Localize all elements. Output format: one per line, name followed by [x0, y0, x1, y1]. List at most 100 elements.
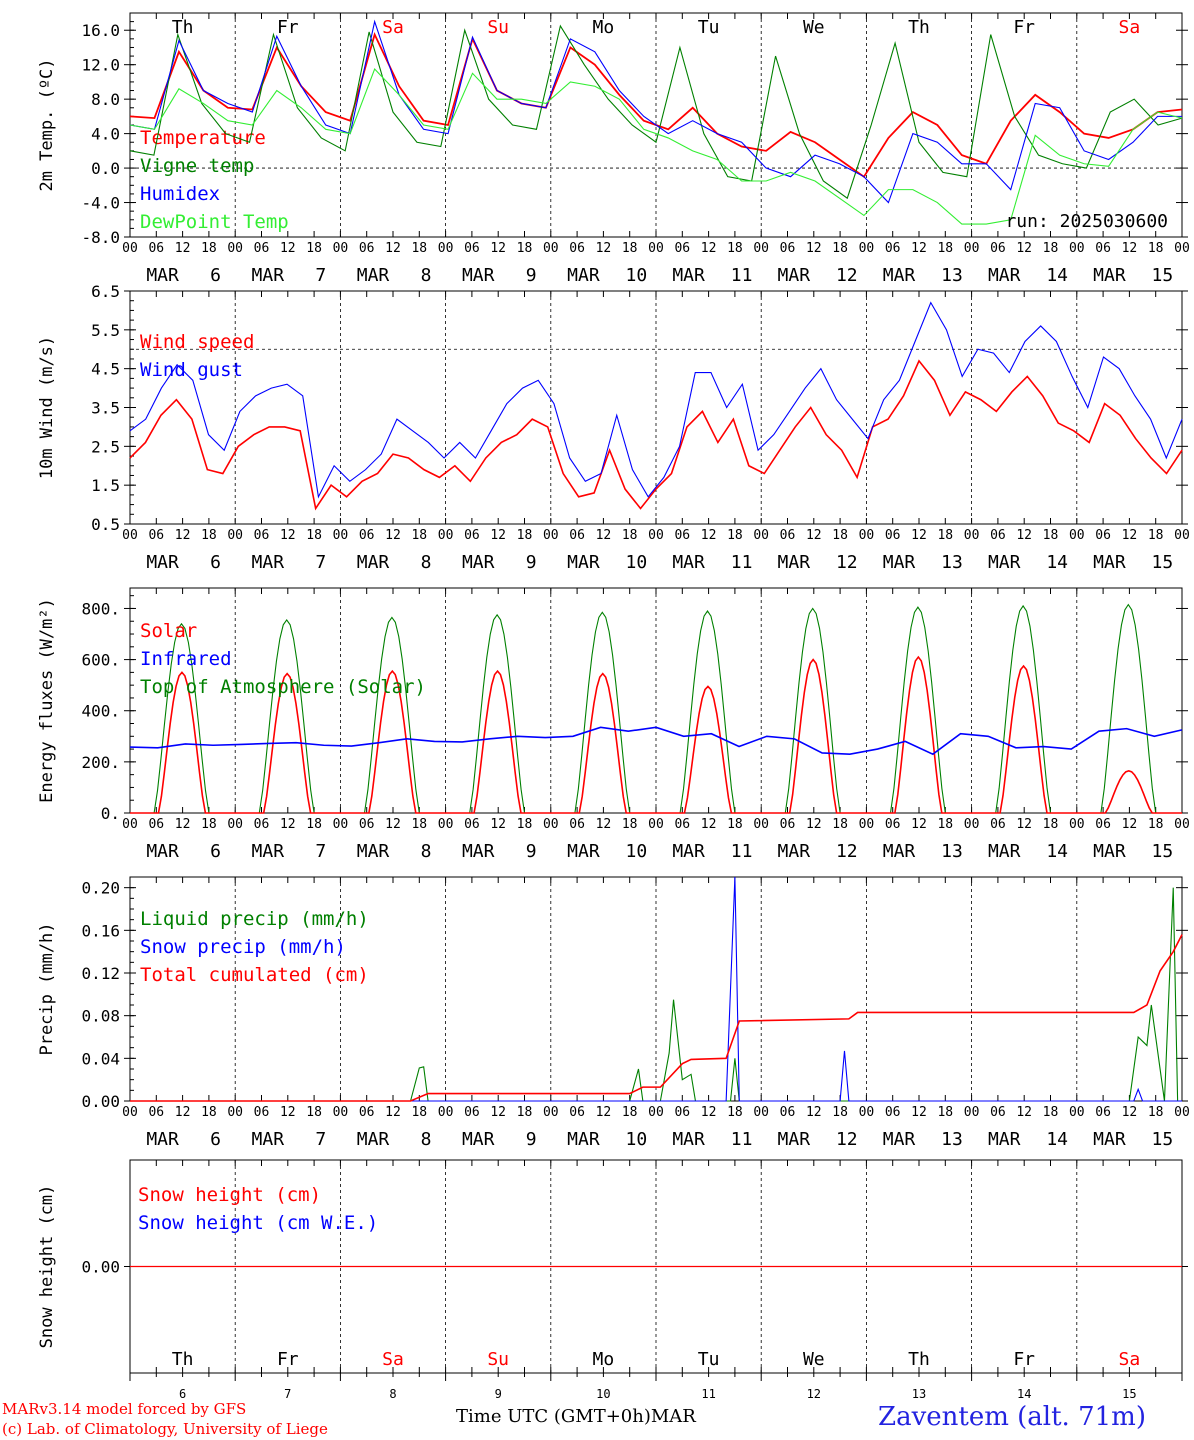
hour-tick-label: 00	[333, 1105, 349, 1120]
month-label: MAR	[567, 552, 600, 573]
day-number-label: 13	[912, 1387, 926, 1401]
y-tick-label: 5.5	[91, 321, 120, 340]
hour-tick-label: 06	[780, 817, 796, 832]
y-tick-label: 0.00	[81, 1258, 120, 1277]
hour-tick-label: 18	[937, 1105, 953, 1120]
hour-tick-label: 12	[1122, 1105, 1138, 1120]
month-label: MAR	[1093, 1129, 1126, 1150]
hour-tick-label: 12	[806, 817, 822, 832]
date-label: 8	[421, 552, 432, 573]
hour-tick-label: 12	[596, 1105, 612, 1120]
hour-tick-label: 00	[438, 1105, 454, 1120]
date-label: 9	[526, 841, 537, 862]
hour-tick-label: 18	[622, 1105, 638, 1120]
hour-tick-label: 06	[148, 241, 164, 256]
hour-tick-label: 12	[385, 1105, 401, 1120]
date-label: 10	[626, 265, 648, 286]
hour-tick-label: 06	[885, 1105, 901, 1120]
hour-tick-label: 00	[122, 1105, 138, 1120]
date-label: 13	[941, 841, 963, 862]
hour-tick-label: 18	[622, 528, 638, 543]
date-label: 7	[315, 552, 326, 573]
legend-label: DewPoint Temp	[140, 211, 289, 233]
hour-tick-label: 12	[701, 528, 717, 543]
month-label: MAR	[462, 265, 495, 286]
date-label: 15	[1152, 552, 1174, 573]
hour-tick-label: 18	[517, 528, 533, 543]
month-label: MAR	[252, 1129, 285, 1150]
hour-tick-label: 18	[201, 1105, 217, 1120]
y-tick-label: 400.	[81, 702, 120, 721]
series-line-dewpoint-temp	[129, 67, 1183, 225]
day-number-label: 9	[495, 1387, 502, 1401]
wind-series: Wind speed Wind gust	[129, 301, 1183, 511]
date-label: 9	[526, 552, 537, 573]
date-label: 8	[421, 841, 432, 862]
panel-3: 0. 200. 400. 600. 800. Energy fluxes (W/m²) 00…	[37, 587, 1190, 862]
month-label: MAR	[252, 841, 285, 862]
hour-tick-label: 18	[832, 241, 848, 256]
month-label: MAR	[357, 265, 390, 286]
y-tick-label: -8.0	[81, 228, 120, 247]
hour-tick-label: 12	[385, 241, 401, 256]
run-label: run: 2025030600	[1005, 211, 1168, 232]
day-number-label: 11	[701, 1387, 715, 1401]
hour-tick-label: 00	[333, 528, 349, 543]
hour-tick-label: 18	[517, 241, 533, 256]
hour-tick-label: 00	[227, 528, 243, 543]
series-line-snow-precip-mm-h-	[130, 876, 1182, 1102]
month-label: MAR	[146, 1129, 179, 1150]
date-label: 14	[1046, 1129, 1068, 1150]
hour-tick-label: 00	[1174, 241, 1190, 256]
hour-tick-label: 12	[175, 241, 191, 256]
hour-tick-label: 18	[411, 817, 427, 832]
month-label: MAR	[778, 1129, 811, 1150]
hour-tick-label: 00	[122, 241, 138, 256]
month-label: MAR	[567, 265, 600, 286]
weekday-label: Sa	[1119, 1349, 1141, 1370]
weekday-label: Th	[172, 1349, 194, 1370]
legend-label: Snow height (cm W.E.)	[138, 1212, 378, 1234]
hour-tick-label: 00	[648, 528, 664, 543]
series-line-wind-speed	[129, 359, 1183, 511]
series-line-total-cumulated-cm-	[130, 934, 1183, 1102]
hour-tick-label: 06	[464, 241, 480, 256]
y-tick-label: 3.5	[91, 399, 120, 418]
y-tick-label: -4.0	[81, 194, 120, 213]
hour-tick-label: 12	[806, 528, 822, 543]
y-tick-label: 4.0	[91, 125, 120, 144]
date-label: 6	[210, 841, 221, 862]
month-label: MAR	[778, 841, 811, 862]
date-label: 8	[421, 265, 432, 286]
hour-tick-label: 12	[911, 528, 927, 543]
hour-tick-label: 00	[543, 1105, 559, 1120]
legend-label: Snow height (cm)	[138, 1184, 321, 1206]
hour-tick-label: 06	[359, 1105, 375, 1120]
date-label: 13	[941, 1129, 963, 1150]
month-label: MAR	[462, 1129, 495, 1150]
day-number-label: 6	[179, 1387, 186, 1401]
snow-series: Snow height (cm) Snow height (cm W.E.) Th 6…	[129, 1184, 1183, 1401]
month-label: MAR	[988, 1129, 1021, 1150]
month-label: MAR	[883, 552, 916, 573]
month-label: MAR	[462, 841, 495, 862]
temp-series: Temperature Vigne temp Humidex DewPoint Tem…	[129, 17, 1183, 233]
hour-tick-label: 00	[753, 1105, 769, 1120]
hour-tick-label: 12	[385, 528, 401, 543]
weekday-label: Mo	[593, 1349, 615, 1370]
weekday-label: Fr	[1013, 1349, 1035, 1370]
time-axis-title: Time UTC (GMT+0h)	[456, 1406, 651, 1427]
hour-tick-label: 06	[254, 241, 270, 256]
hour-tick-label: 00	[1069, 528, 1085, 543]
date-label: 6	[210, 265, 221, 286]
y-tick-label: 12.0	[81, 56, 120, 75]
date-label: 10	[626, 841, 648, 862]
hour-tick-label: 12	[1016, 1105, 1032, 1120]
series-line-wind-gust	[129, 301, 1183, 499]
hour-tick-label: 18	[832, 1105, 848, 1120]
legend-label: Liquid precip (mm/h)	[140, 908, 369, 930]
hour-tick-label: 12	[596, 528, 612, 543]
weekday-label: We	[803, 17, 825, 38]
hour-tick-label: 12	[911, 817, 927, 832]
month-label: MAR	[357, 552, 390, 573]
